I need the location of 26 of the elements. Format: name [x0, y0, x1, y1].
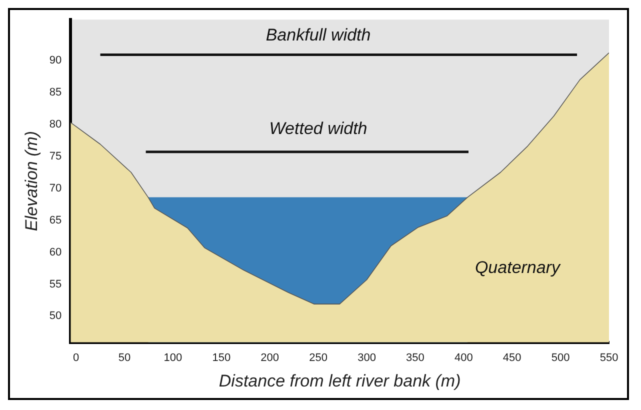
annotation: Wetted width	[269, 119, 368, 138]
y-tick-label: 75	[49, 150, 62, 162]
x-tick-label: 150	[212, 352, 231, 364]
x-tick-label: 300	[358, 352, 376, 364]
y-tick-label: 70	[49, 182, 62, 194]
x-tick-label: 250	[309, 352, 328, 364]
x-tick-label: 400	[454, 352, 473, 364]
x-tick-label: 450	[502, 352, 522, 364]
y-tick-label: 50	[49, 310, 62, 322]
x-tick-label: 0	[73, 352, 80, 364]
annotation: Quaternary	[474, 258, 562, 277]
x-tick-label: 500	[551, 352, 570, 364]
y-tick-label: 85	[49, 86, 62, 98]
y-tick-label: 80	[49, 118, 62, 130]
y-tick-label: 65	[49, 214, 62, 226]
y-tick-label: 60	[49, 246, 62, 258]
x-tick-label: 200	[260, 352, 280, 364]
y-tick-label: 55	[49, 278, 62, 290]
y-tick-label: 90	[49, 54, 62, 67]
y-axis-title: Elevation (m)	[22, 130, 41, 232]
x-axis-title: Distance from left river bank (m)	[218, 372, 461, 391]
x-tick-label: 50	[118, 352, 131, 364]
x-tick-label: 550	[600, 352, 618, 364]
x-tick-label: 100	[164, 352, 182, 364]
annotation: Bankfull width	[266, 25, 371, 44]
x-tick-label: 350	[406, 352, 424, 364]
